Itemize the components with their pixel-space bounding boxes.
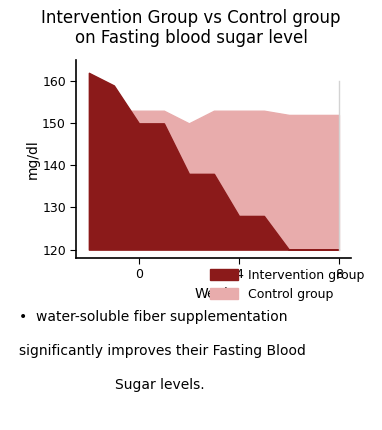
- Text: •  water-soluble fiber supplementation: • water-soluble fiber supplementation: [19, 310, 288, 324]
- X-axis label: Week: Week: [195, 287, 233, 301]
- Legend: Intervention group, Control group: Intervention group, Control group: [210, 269, 364, 301]
- Text: significantly improves their Fasting Blood: significantly improves their Fasting Blo…: [19, 344, 306, 358]
- Text: Sugar levels.: Sugar levels.: [115, 378, 204, 393]
- Text: Intervention Group vs Control group
on Fasting blood sugar level: Intervention Group vs Control group on F…: [41, 9, 341, 47]
- Y-axis label: mg/dl: mg/dl: [25, 139, 39, 179]
